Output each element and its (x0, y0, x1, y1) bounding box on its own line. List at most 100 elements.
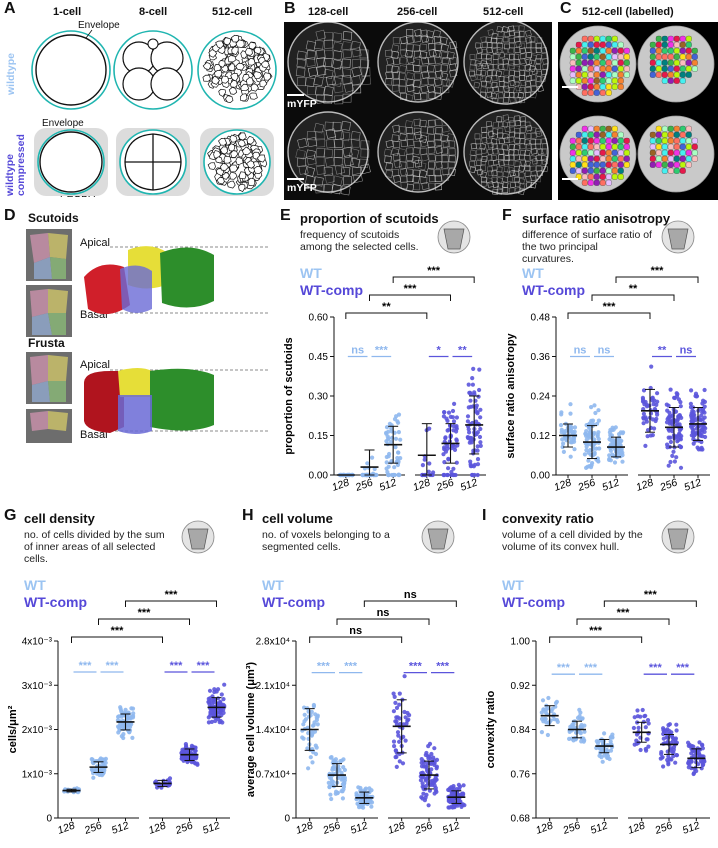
membrane-cell (515, 41, 522, 48)
membrane-cell (481, 137, 488, 144)
membrane-cell (536, 37, 543, 43)
membrane-cell (331, 76, 343, 87)
data-point (692, 415, 697, 420)
segmented-cell (569, 155, 576, 162)
data-point (594, 446, 599, 451)
segmented-cell (599, 83, 606, 90)
legend-wt: WT (24, 577, 46, 593)
membrane-cell (384, 77, 393, 86)
data-point (451, 424, 456, 429)
data-point (546, 695, 551, 701)
segmented-cell (569, 161, 576, 168)
data-point (219, 692, 224, 697)
embryo-membrane (463, 109, 549, 196)
membrane-cell (513, 170, 520, 177)
membrane-cell (393, 159, 402, 169)
frusta-heading: Frusta (28, 336, 65, 350)
segmented-cell (605, 53, 612, 60)
membrane-cell (434, 174, 442, 182)
segmented-cell (569, 143, 576, 150)
membrane-cell (535, 53, 543, 61)
data-point (572, 447, 577, 452)
scutoid-frusta-illustration (26, 229, 268, 443)
data-point (302, 712, 307, 717)
cell-outline (229, 134, 238, 143)
membrane-cell (491, 75, 498, 82)
data-point (584, 423, 589, 428)
shape-icon (421, 520, 455, 554)
x-tick-label: 256 (576, 476, 598, 494)
segmented-cell (667, 41, 674, 48)
data-point (585, 464, 590, 469)
legend-wtcomp: WT-comp (300, 282, 363, 298)
segmented-cell (649, 53, 656, 60)
segmented-cell (673, 137, 680, 144)
segmented-cell (685, 65, 692, 72)
data-point (445, 428, 450, 433)
envelope-label-top: Envelope (78, 20, 120, 31)
data-point (372, 466, 377, 472)
data-point (451, 466, 456, 471)
membrane-cell (496, 143, 503, 150)
membrane-cell (306, 50, 316, 60)
data-point (558, 423, 564, 428)
data-point (393, 700, 398, 705)
membrane-cell (426, 126, 435, 135)
between-bracket (549, 636, 643, 643)
segmented-cell (685, 71, 692, 78)
shape-icon (437, 220, 471, 254)
segmented-cell (673, 47, 680, 54)
segmented-cell (599, 53, 606, 60)
segmented-cell (611, 77, 618, 84)
data-point (424, 750, 429, 756)
segmented-cell (575, 143, 582, 150)
panel-b: B 128-cell 256-cell 512-cell mYFP mYFP (280, 0, 554, 200)
data-point (700, 742, 705, 747)
data-point (369, 804, 374, 809)
membrane-cell (385, 139, 394, 149)
data-point (445, 472, 450, 478)
data-point (650, 417, 655, 422)
cell-outline (248, 92, 258, 100)
segmented-cell (649, 143, 656, 150)
data-point (394, 764, 399, 769)
data-point (99, 771, 105, 776)
segmented-cell (691, 53, 698, 60)
membrane-cell (525, 42, 532, 49)
membrane-cell (507, 136, 515, 143)
embryo-membrane (287, 22, 372, 105)
membrane-cell (470, 142, 478, 150)
data-point (636, 725, 641, 730)
stage-label-8cell: 8-cell (139, 6, 168, 18)
data-point (207, 688, 213, 693)
membrane-cell (315, 56, 326, 67)
segmented-cell (679, 155, 686, 162)
data-point (476, 394, 481, 399)
segmented-cell (599, 65, 606, 72)
membrane-cell (525, 29, 532, 37)
segmented-cell (673, 131, 680, 138)
data-point (427, 788, 432, 793)
data-point (312, 729, 318, 734)
microscopy-embryos (287, 22, 549, 196)
membrane-cell (520, 150, 527, 156)
membrane-cell (434, 43, 442, 51)
segmented-cell (599, 179, 606, 186)
membrane-cell (507, 117, 514, 123)
significance-label: *** (584, 662, 598, 674)
data-point (608, 748, 614, 753)
membrane-cell (497, 86, 504, 92)
data-point (674, 753, 680, 758)
segmented-cell (581, 89, 588, 96)
membrane-cell (509, 120, 516, 127)
segmented-cell (661, 41, 668, 48)
membrane-cell (315, 184, 325, 194)
membrane-cell (411, 175, 421, 184)
segmented-cell (673, 59, 680, 66)
membrane-cell (541, 165, 549, 173)
membrane-cell (449, 69, 458, 78)
membrane-cell (530, 174, 537, 182)
embryo-disc (287, 111, 369, 193)
data-point (545, 706, 550, 711)
segmented-cell (593, 35, 600, 42)
